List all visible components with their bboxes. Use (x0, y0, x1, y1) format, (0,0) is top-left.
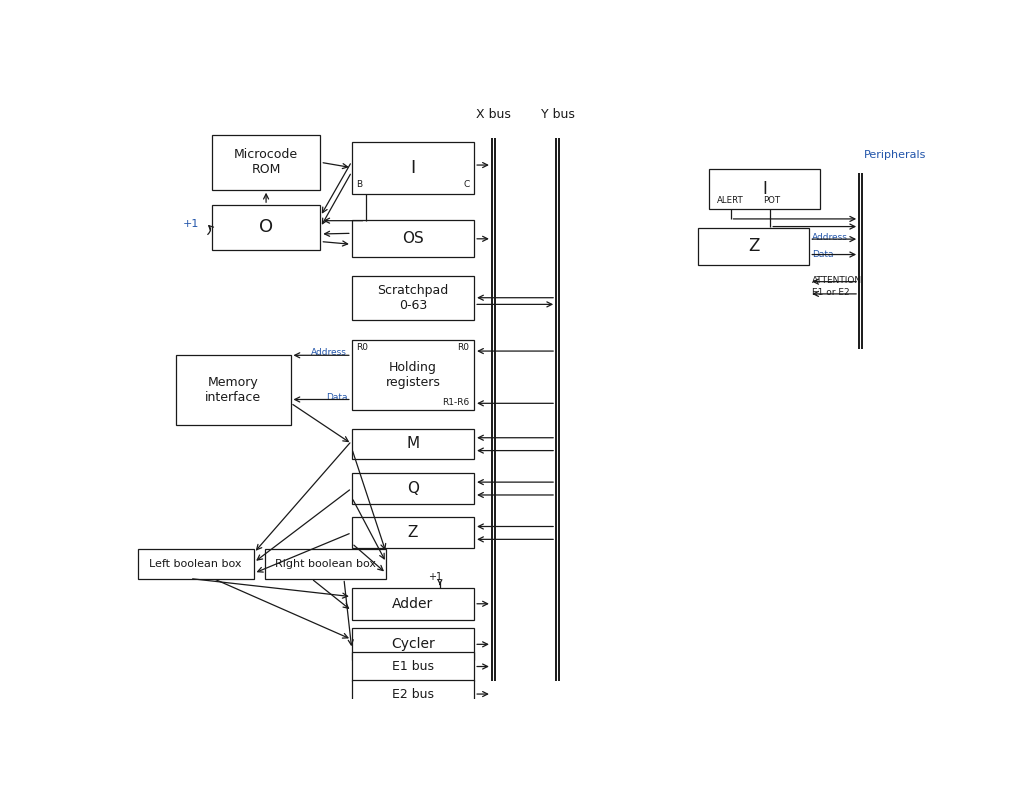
Text: O: O (259, 218, 273, 236)
FancyBboxPatch shape (265, 550, 386, 579)
FancyBboxPatch shape (352, 680, 474, 709)
FancyBboxPatch shape (352, 588, 474, 620)
Text: Right boolean box: Right boolean box (275, 559, 377, 569)
FancyBboxPatch shape (352, 473, 474, 503)
Text: Address: Address (812, 233, 848, 242)
Text: Memory
interface: Memory interface (205, 376, 261, 404)
FancyBboxPatch shape (212, 135, 320, 190)
FancyBboxPatch shape (352, 221, 474, 257)
FancyBboxPatch shape (138, 550, 254, 579)
Text: Y bus: Y bus (540, 108, 574, 122)
FancyBboxPatch shape (352, 628, 474, 660)
Text: R0: R0 (458, 343, 469, 352)
Text: R0: R0 (356, 343, 368, 352)
Text: Z: Z (748, 237, 759, 255)
Text: I: I (411, 159, 416, 177)
Text: B: B (356, 181, 362, 189)
FancyBboxPatch shape (709, 170, 820, 209)
Text: Peripherals: Peripherals (863, 151, 926, 160)
Text: Holding
registers: Holding registers (386, 361, 440, 389)
Text: Data: Data (325, 393, 347, 403)
Text: R1-R6: R1-R6 (442, 398, 469, 407)
FancyBboxPatch shape (352, 517, 474, 548)
Text: E1 bus: E1 bus (392, 660, 434, 673)
FancyBboxPatch shape (352, 276, 474, 320)
Text: +1: +1 (183, 219, 199, 229)
Text: M: M (406, 436, 420, 451)
FancyBboxPatch shape (212, 205, 320, 250)
FancyBboxPatch shape (352, 652, 474, 681)
FancyBboxPatch shape (352, 141, 474, 194)
Text: I: I (762, 180, 767, 198)
Text: Data: Data (812, 250, 833, 259)
Text: POT: POT (762, 195, 780, 205)
Text: +1: +1 (428, 572, 442, 582)
Text: ALERT: ALERT (717, 195, 744, 205)
FancyBboxPatch shape (699, 228, 810, 265)
Text: Cycler: Cycler (391, 637, 435, 652)
Text: Adder: Adder (392, 597, 433, 611)
Text: Address: Address (312, 348, 347, 357)
Text: Left boolean box: Left boolean box (149, 559, 242, 569)
Text: OS: OS (402, 232, 424, 246)
Text: Microcode
ROM: Microcode ROM (234, 148, 298, 177)
FancyBboxPatch shape (352, 340, 474, 411)
Text: ATTENTION: ATTENTION (812, 276, 862, 285)
Text: E2 bus: E2 bus (392, 688, 434, 700)
Text: Q: Q (407, 480, 419, 496)
FancyBboxPatch shape (176, 355, 290, 425)
FancyBboxPatch shape (352, 429, 474, 459)
Text: Z: Z (407, 525, 418, 540)
Text: C: C (463, 181, 469, 189)
Text: E1 or E2: E1 or E2 (812, 288, 850, 297)
Text: X bus: X bus (475, 108, 510, 122)
Text: Scratchpad
0-63: Scratchpad 0-63 (378, 283, 449, 312)
